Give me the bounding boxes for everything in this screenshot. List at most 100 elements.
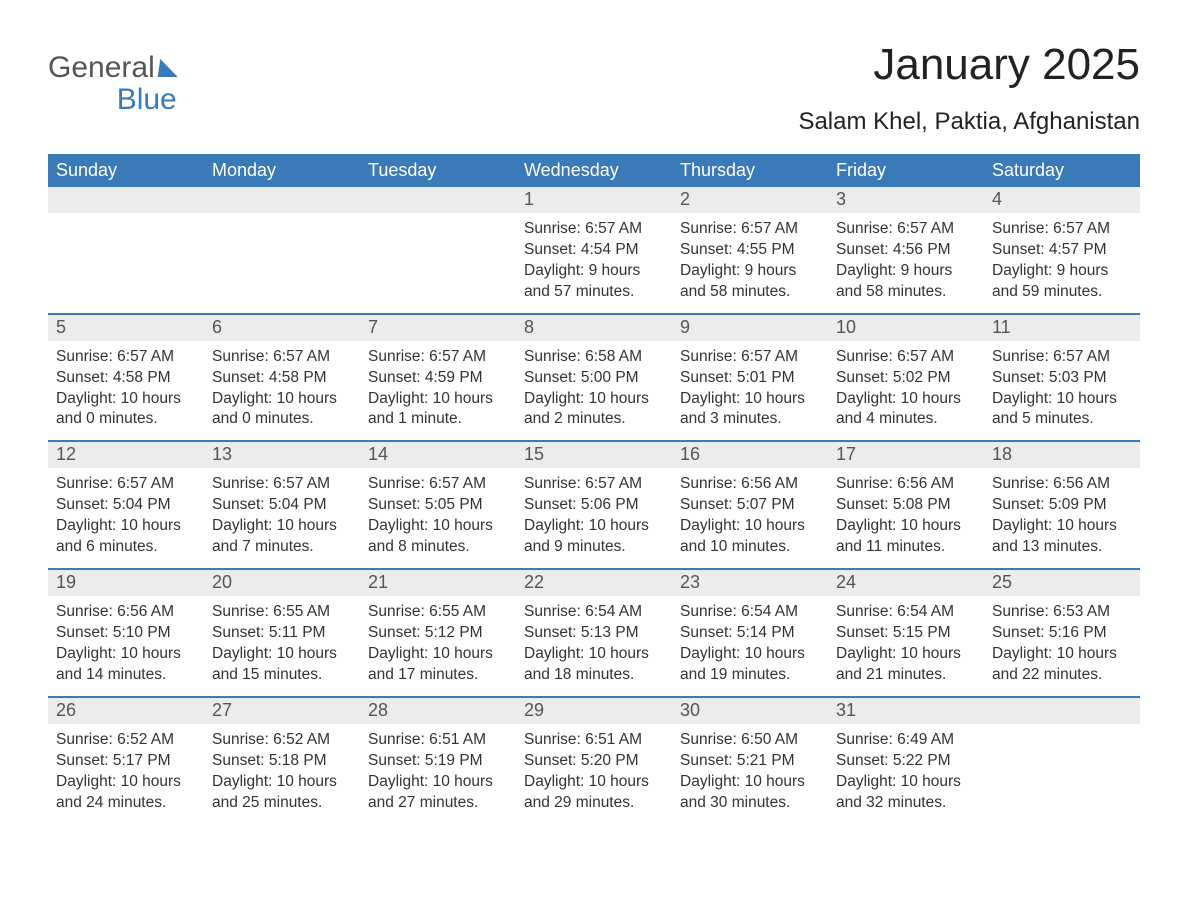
calendar: SundayMondayTuesdayWednesdayThursdayFrid… bbox=[48, 154, 1140, 823]
day-number: 3 bbox=[828, 187, 984, 213]
day-body: Sunrise: 6:55 AMSunset: 5:11 PMDaylight:… bbox=[204, 596, 360, 696]
day-number: 6 bbox=[204, 315, 360, 341]
calendar-day: 31Sunrise: 6:49 AMSunset: 5:22 PMDayligh… bbox=[828, 698, 984, 824]
daylight-line: Daylight: 10 hours and 11 minutes. bbox=[836, 516, 976, 558]
daylight-line: Daylight: 10 hours and 13 minutes. bbox=[992, 516, 1132, 558]
daylight-line: Daylight: 9 hours and 59 minutes. bbox=[992, 261, 1132, 303]
calendar-day: 25Sunrise: 6:53 AMSunset: 5:16 PMDayligh… bbox=[984, 570, 1140, 696]
daylight-line: Daylight: 10 hours and 21 minutes. bbox=[836, 644, 976, 686]
daylight-line: Daylight: 10 hours and 19 minutes. bbox=[680, 644, 820, 686]
daylight-line: Daylight: 10 hours and 14 minutes. bbox=[56, 644, 196, 686]
calendar-day: 10Sunrise: 6:57 AMSunset: 5:02 PMDayligh… bbox=[828, 315, 984, 441]
sunrise-line: Sunrise: 6:54 AM bbox=[680, 602, 820, 623]
sunset-line: Sunset: 5:13 PM bbox=[524, 623, 664, 644]
daylight-line: Daylight: 10 hours and 8 minutes. bbox=[368, 516, 508, 558]
daylight-line: Daylight: 10 hours and 1 minute. bbox=[368, 389, 508, 431]
weekday-header: Thursday bbox=[672, 154, 828, 187]
calendar-body: 1Sunrise: 6:57 AMSunset: 4:54 PMDaylight… bbox=[48, 187, 1140, 823]
calendar-day bbox=[984, 698, 1140, 824]
sunset-line: Sunset: 4:59 PM bbox=[368, 368, 508, 389]
calendar-day: 5Sunrise: 6:57 AMSunset: 4:58 PMDaylight… bbox=[48, 315, 204, 441]
day-number: 23 bbox=[672, 570, 828, 596]
sunrise-line: Sunrise: 6:57 AM bbox=[524, 474, 664, 495]
day-body: Sunrise: 6:49 AMSunset: 5:22 PMDaylight:… bbox=[828, 724, 984, 824]
day-body bbox=[360, 213, 516, 229]
daylight-line: Daylight: 10 hours and 10 minutes. bbox=[680, 516, 820, 558]
sunrise-line: Sunrise: 6:52 AM bbox=[56, 730, 196, 751]
calendar-week: 12Sunrise: 6:57 AMSunset: 5:04 PMDayligh… bbox=[48, 440, 1140, 568]
calendar-week: 5Sunrise: 6:57 AMSunset: 4:58 PMDaylight… bbox=[48, 313, 1140, 441]
day-body: Sunrise: 6:51 AMSunset: 5:20 PMDaylight:… bbox=[516, 724, 672, 824]
sunset-line: Sunset: 5:16 PM bbox=[992, 623, 1132, 644]
day-number: 18 bbox=[984, 442, 1140, 468]
sunrise-line: Sunrise: 6:57 AM bbox=[368, 347, 508, 368]
location-line: Salam Khel, Paktia, Afghanistan bbox=[798, 108, 1140, 136]
calendar-day: 22Sunrise: 6:54 AMSunset: 5:13 PMDayligh… bbox=[516, 570, 672, 696]
calendar-day: 23Sunrise: 6:54 AMSunset: 5:14 PMDayligh… bbox=[672, 570, 828, 696]
calendar-day: 18Sunrise: 6:56 AMSunset: 5:09 PMDayligh… bbox=[984, 442, 1140, 568]
daylight-line: Daylight: 10 hours and 9 minutes. bbox=[524, 516, 664, 558]
calendar-day: 19Sunrise: 6:56 AMSunset: 5:10 PMDayligh… bbox=[48, 570, 204, 696]
day-body bbox=[48, 213, 204, 229]
sunrise-line: Sunrise: 6:51 AM bbox=[368, 730, 508, 751]
logo-word-1: General bbox=[48, 52, 155, 84]
day-number: 8 bbox=[516, 315, 672, 341]
sunrise-line: Sunrise: 6:57 AM bbox=[212, 474, 352, 495]
sunrise-line: Sunrise: 6:52 AM bbox=[212, 730, 352, 751]
page-header: General Blue January 2025 Salam Khel, Pa… bbox=[48, 40, 1140, 146]
sunset-line: Sunset: 5:22 PM bbox=[836, 751, 976, 772]
sunrise-line: Sunrise: 6:57 AM bbox=[680, 347, 820, 368]
calendar-day bbox=[48, 187, 204, 313]
calendar-day: 9Sunrise: 6:57 AMSunset: 5:01 PMDaylight… bbox=[672, 315, 828, 441]
sunset-line: Sunset: 5:12 PM bbox=[368, 623, 508, 644]
sunset-line: Sunset: 4:58 PM bbox=[212, 368, 352, 389]
day-body: Sunrise: 6:54 AMSunset: 5:15 PMDaylight:… bbox=[828, 596, 984, 696]
day-number: 17 bbox=[828, 442, 984, 468]
daylight-line: Daylight: 10 hours and 7 minutes. bbox=[212, 516, 352, 558]
day-body: Sunrise: 6:56 AMSunset: 5:08 PMDaylight:… bbox=[828, 468, 984, 568]
sunset-line: Sunset: 5:04 PM bbox=[56, 495, 196, 516]
sunset-line: Sunset: 5:11 PM bbox=[212, 623, 352, 644]
sunrise-line: Sunrise: 6:56 AM bbox=[836, 474, 976, 495]
sunrise-line: Sunrise: 6:55 AM bbox=[212, 602, 352, 623]
weekday-header: Tuesday bbox=[360, 154, 516, 187]
logo: General Blue bbox=[48, 40, 179, 115]
sunset-line: Sunset: 5:04 PM bbox=[212, 495, 352, 516]
sunrise-line: Sunrise: 6:54 AM bbox=[836, 602, 976, 623]
calendar-day bbox=[360, 187, 516, 313]
day-number: 5 bbox=[48, 315, 204, 341]
sunset-line: Sunset: 5:03 PM bbox=[992, 368, 1132, 389]
sunset-line: Sunset: 5:08 PM bbox=[836, 495, 976, 516]
day-number: 20 bbox=[204, 570, 360, 596]
day-number: 2 bbox=[672, 187, 828, 213]
day-number: 10 bbox=[828, 315, 984, 341]
day-number: 13 bbox=[204, 442, 360, 468]
sunrise-line: Sunrise: 6:57 AM bbox=[368, 474, 508, 495]
sunset-line: Sunset: 5:20 PM bbox=[524, 751, 664, 772]
daylight-line: Daylight: 10 hours and 2 minutes. bbox=[524, 389, 664, 431]
day-body: Sunrise: 6:57 AMSunset: 4:56 PMDaylight:… bbox=[828, 213, 984, 313]
day-number: 4 bbox=[984, 187, 1140, 213]
title-block: January 2025 Salam Khel, Paktia, Afghani… bbox=[798, 40, 1140, 146]
daylight-line: Daylight: 10 hours and 0 minutes. bbox=[212, 389, 352, 431]
day-number: 25 bbox=[984, 570, 1140, 596]
sunrise-line: Sunrise: 6:57 AM bbox=[836, 219, 976, 240]
sunrise-line: Sunrise: 6:50 AM bbox=[680, 730, 820, 751]
day-number: 7 bbox=[360, 315, 516, 341]
daylight-line: Daylight: 10 hours and 27 minutes. bbox=[368, 772, 508, 814]
sunrise-line: Sunrise: 6:57 AM bbox=[992, 219, 1132, 240]
sunrise-line: Sunrise: 6:55 AM bbox=[368, 602, 508, 623]
calendar-day: 14Sunrise: 6:57 AMSunset: 5:05 PMDayligh… bbox=[360, 442, 516, 568]
day-body bbox=[984, 724, 1140, 740]
sunset-line: Sunset: 5:07 PM bbox=[680, 495, 820, 516]
weekday-header: Wednesday bbox=[516, 154, 672, 187]
weekday-header: Saturday bbox=[984, 154, 1140, 187]
sunset-line: Sunset: 4:54 PM bbox=[524, 240, 664, 261]
sunrise-line: Sunrise: 6:57 AM bbox=[680, 219, 820, 240]
daylight-line: Daylight: 10 hours and 6 minutes. bbox=[56, 516, 196, 558]
calendar-day: 26Sunrise: 6:52 AMSunset: 5:17 PMDayligh… bbox=[48, 698, 204, 824]
day-body: Sunrise: 6:57 AMSunset: 4:54 PMDaylight:… bbox=[516, 213, 672, 313]
day-body: Sunrise: 6:57 AMSunset: 4:55 PMDaylight:… bbox=[672, 213, 828, 313]
day-number: 9 bbox=[672, 315, 828, 341]
day-number: 15 bbox=[516, 442, 672, 468]
